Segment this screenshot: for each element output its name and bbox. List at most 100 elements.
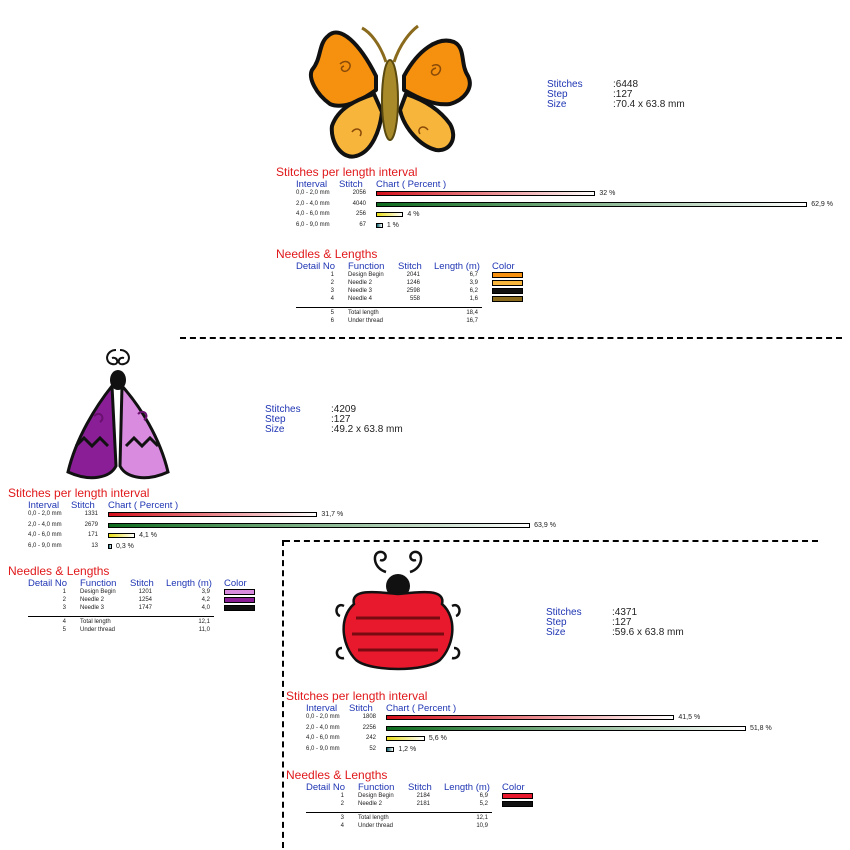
interval-percent: 31,7 %: [321, 511, 344, 518]
col-color-header: Color: [224, 578, 247, 589]
interval-range: 2,0 - 4,0 mm: [28, 521, 62, 528]
needle-function: Design Begin: [80, 589, 116, 595]
stitch-chart-title: Stitches per length interval: [8, 486, 150, 500]
needle-no: 2: [330, 280, 334, 286]
needle-no: 1: [330, 272, 334, 278]
total-no: 4: [62, 619, 66, 625]
red-ladybug-image: [335, 550, 461, 671]
interval-percent: 32 %: [599, 190, 616, 197]
interval-bar: [376, 212, 404, 217]
needle-length: 1,6: [469, 296, 478, 302]
needles-title: Needles & Lengths: [286, 768, 388, 782]
needle-no: 3: [62, 605, 66, 611]
interval-bar: [376, 222, 383, 228]
col-color-header: Color: [492, 261, 515, 272]
interval-bar: [386, 725, 746, 731]
needle-length: 6,9: [479, 793, 488, 799]
col-detail-header: Detail No: [306, 782, 346, 793]
interval-range: 6,0 - 9,0 mm: [306, 745, 340, 752]
needle-no: 2: [62, 597, 66, 603]
size-label: Size: [547, 99, 567, 110]
interval-range: 0,0 - 2,0 mm: [306, 714, 340, 720]
interval-bar: [386, 746, 395, 752]
step-value: :127: [331, 414, 351, 425]
total-function: Total length: [348, 310, 379, 316]
col-stitch-header: Stitch: [339, 179, 363, 190]
interval-bar: [108, 522, 531, 528]
interval-stitch: 13: [91, 542, 98, 549]
totals-rule: [306, 812, 492, 813]
step-value: :127: [613, 89, 633, 100]
total-length: 18,4: [466, 310, 478, 316]
col-stitch-header: Stitch: [398, 261, 422, 272]
needle-length: 5,2: [479, 801, 488, 807]
total-function: Total length: [358, 815, 389, 821]
stitches-label: Stitches: [265, 404, 301, 415]
needle-function: Needle 2: [348, 280, 373, 286]
needle-function: Needle 3: [348, 288, 373, 294]
interval-stitch: 1808: [362, 714, 376, 720]
interval-stitch: 2679: [84, 521, 98, 528]
size-label: Size: [265, 424, 285, 435]
col-stitch-header: Stitch: [71, 500, 95, 511]
stitches-label: Stitches: [547, 79, 583, 90]
needle-length: 3,9: [469, 280, 478, 286]
needle-no: 4: [330, 296, 334, 302]
needles-title: Needles & Lengths: [8, 564, 110, 578]
needle-function: Needle 2: [358, 801, 383, 807]
totals-rule: [296, 307, 482, 308]
total-no: 6: [330, 318, 334, 324]
needle-length: 4,0: [201, 605, 210, 611]
interval-bar: [386, 715, 675, 720]
needle-no: 1: [62, 589, 66, 595]
needle-function: Design Begin: [348, 272, 384, 278]
needle-stitch: 1254: [138, 597, 152, 603]
size-label: Size: [546, 627, 566, 638]
interval-range: 2,0 - 4,0 mm: [296, 200, 330, 207]
needle-stitch: 558: [409, 296, 420, 302]
interval-range: 0,0 - 2,0 mm: [296, 190, 330, 196]
col-stitch-header: Stitch: [130, 578, 154, 589]
total-no: 5: [330, 310, 334, 316]
size-value: :49.2 x 63.8 mm: [331, 424, 403, 435]
size-value: :70.4 x 63.8 mm: [613, 99, 685, 110]
needle-function: Needle 3: [80, 605, 105, 611]
interval-bar: [376, 191, 596, 196]
design-info: Stitches:4371 Step:127 Size:59.6 x 63.8 mm: [546, 607, 706, 640]
interval-percent: 62,9 %: [811, 200, 833, 208]
col-function-header: Function: [348, 261, 385, 272]
design-info: Stitches:6448 Step:127 Size:70.4 x 63.8 mm: [547, 79, 707, 112]
interval-stitch: 2056: [352, 190, 366, 196]
col-color-header: Color: [502, 782, 525, 793]
needles-title: Needles & Lengths: [276, 247, 378, 261]
col-stitch-header: Stitch: [349, 703, 373, 714]
interval-percent: 0,3 %: [116, 542, 134, 550]
size-value: :59.6 x 63.8 mm: [612, 627, 684, 638]
col-stitch-header: Stitch: [408, 782, 432, 793]
needle-function: Needle 4: [348, 296, 373, 302]
total-length: 12,1: [476, 815, 488, 821]
total-length: 11,0: [198, 627, 210, 633]
col-length-header: Length (m): [166, 578, 212, 589]
interval-percent: 41,5 %: [678, 714, 701, 721]
col-length-header: Length (m): [444, 782, 490, 793]
interval-range: 6,0 - 9,0 mm: [28, 542, 62, 549]
needle-color-swatch: [224, 605, 255, 611]
interval-range: 4,0 - 6,0 mm: [296, 211, 330, 217]
interval-percent: 4 %: [407, 211, 420, 218]
interval-percent: 4,1 %: [139, 532, 157, 539]
stitches-label: Stitches: [546, 607, 582, 618]
needle-stitch: 2598: [406, 288, 420, 294]
interval-bar: [376, 201, 808, 207]
interval-percent: 63,9 %: [534, 521, 556, 529]
total-function: Total length: [80, 619, 111, 625]
interval-bar: [108, 512, 318, 517]
needle-length: 3,9: [201, 589, 210, 595]
step-label: Step: [547, 89, 568, 100]
design-info: Stitches:4209 Step:127 Size:49.2 x 63.8 mm: [265, 404, 425, 437]
stitch-chart-title: Stitches per length interval: [276, 165, 418, 179]
interval-stitch: 242: [365, 735, 376, 741]
needle-stitch: 1747: [138, 605, 152, 611]
interval-range: 2,0 - 4,0 mm: [306, 724, 340, 731]
